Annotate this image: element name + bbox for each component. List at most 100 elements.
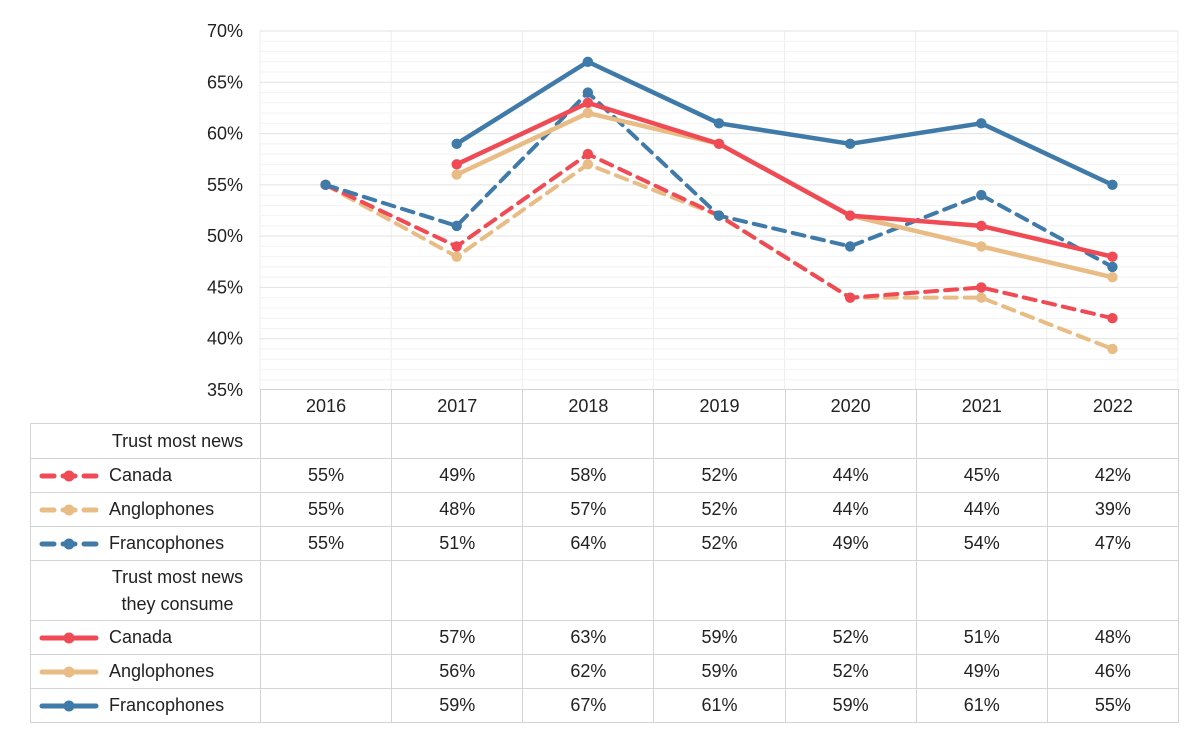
y-axis-tick-label: 55% bbox=[207, 175, 243, 195]
year-header-cell: 2020 bbox=[784, 389, 917, 424]
data-point-canada-trust-most-news-they-consume bbox=[582, 97, 594, 109]
value-cell: 49% bbox=[915, 654, 1048, 689]
data-point-anglophones-trust-most-news-they-consume bbox=[1107, 271, 1118, 283]
empty-cell bbox=[1046, 423, 1179, 459]
year-header-cell: 2019 bbox=[653, 389, 786, 424]
header-spacer-cell bbox=[31, 390, 261, 424]
legend-dashed-line-icon bbox=[39, 504, 99, 515]
series-legend-entry: Anglophones bbox=[32, 661, 260, 682]
y-axis-tick-label: 50% bbox=[207, 226, 243, 246]
value-cell: 59% bbox=[653, 654, 786, 689]
data-table: 2016 2017 2018 2019 2020 2021 2022 Trust most n… bbox=[30, 389, 1179, 723]
empty-cell bbox=[653, 560, 786, 621]
series-name-label: Canada bbox=[109, 465, 173, 485]
series-label-cell: Canada bbox=[30, 620, 261, 655]
series-name-label: Anglophones bbox=[109, 499, 215, 519]
value-cell: 52% bbox=[784, 654, 917, 689]
series-label-cell: Francophones bbox=[30, 526, 261, 561]
y-axis-tick-label: 35% bbox=[207, 380, 243, 400]
value-cell: 49% bbox=[391, 458, 524, 493]
value-cell: 61% bbox=[915, 688, 1048, 723]
data-point-canada-trust-most-news bbox=[1107, 313, 1118, 324]
value-cell: 51% bbox=[915, 620, 1048, 655]
value-cell: 49% bbox=[784, 526, 917, 561]
legend-solid-line-icon bbox=[39, 666, 99, 677]
data-point-francophones-trust-most-news-they-consume bbox=[976, 118, 987, 129]
value-cell: 61% bbox=[653, 688, 786, 723]
series-name-label: Francophones bbox=[109, 695, 225, 715]
year-header-cell: 2022 bbox=[1046, 389, 1179, 424]
value-cell: 47% bbox=[1046, 526, 1179, 561]
value-cell: 59% bbox=[784, 688, 917, 723]
value-cell: 62% bbox=[522, 654, 655, 689]
data-point-francophones-trust-most-news-they-consume bbox=[1107, 179, 1118, 191]
series-legend-entry: Canada bbox=[32, 627, 260, 648]
data-point-anglophones-trust-most-news bbox=[582, 159, 594, 170]
data-point-canada-trust-most-news bbox=[976, 282, 987, 293]
data-point-anglophones-trust-most-news-they-consume bbox=[451, 169, 462, 180]
series-legend-entry: Canada bbox=[32, 465, 260, 486]
y-axis-tick-label: 40% bbox=[207, 329, 243, 349]
data-point-francophones-trust-most-news bbox=[582, 87, 594, 98]
empty-cell bbox=[915, 423, 1048, 459]
empty-cell bbox=[784, 423, 917, 459]
legend-dashed-line-icon bbox=[39, 538, 99, 549]
y-axis-tick-label: 45% bbox=[207, 277, 243, 297]
empty-cell bbox=[259, 423, 393, 459]
year-header-cell: 2017 bbox=[391, 389, 524, 424]
value-cell: 55% bbox=[259, 526, 393, 561]
data-point-francophones-trust-most-news-they-consume bbox=[582, 56, 594, 67]
value-cell: 55% bbox=[259, 458, 393, 493]
year-header-cell: 2018 bbox=[522, 389, 655, 424]
value-cell: 51% bbox=[391, 526, 524, 561]
data-point-francophones-trust-most-news bbox=[844, 241, 856, 252]
trust-line-chart: 70% 65% 60% 55% 50% 45% 40% 35% bbox=[207, 21, 1179, 400]
data-point-francophones-trust-most-news bbox=[713, 210, 725, 221]
legend-dashed-line-icon bbox=[39, 470, 99, 481]
value-cell: 59% bbox=[391, 688, 524, 723]
value-cell: 42% bbox=[1046, 458, 1179, 493]
series-name-label: Canada bbox=[109, 627, 173, 647]
data-point-anglophones-trust-most-news-they-consume bbox=[582, 107, 594, 119]
data-point-canada-trust-most-news-they-consume bbox=[844, 210, 856, 221]
series-line-francophones-trust-most-news-they-consume bbox=[454, 59, 1115, 188]
value-cell: 44% bbox=[784, 458, 917, 493]
data-point-canada-trust-most-news-they-consume bbox=[713, 138, 725, 150]
data-point-canada-trust-most-news bbox=[582, 148, 594, 160]
data-point-francophones-trust-most-news-they-consume bbox=[451, 138, 462, 150]
data-point-francophones-trust-most-news bbox=[976, 189, 987, 201]
section-header-cell: Trust most news bbox=[30, 423, 261, 459]
value-cell: 44% bbox=[915, 492, 1048, 527]
data-point-francophones-trust-most-news bbox=[451, 220, 462, 232]
legend-solid-line-icon bbox=[39, 632, 99, 643]
series-label-cell: Anglophones bbox=[30, 492, 261, 527]
value-cell: 48% bbox=[1046, 620, 1179, 655]
series-label-cell: Francophones bbox=[30, 688, 261, 723]
value-cell: 52% bbox=[653, 458, 786, 493]
empty-cell bbox=[391, 560, 524, 621]
series-label-cell: Canada bbox=[30, 458, 261, 493]
series-legend-entry: Francophones bbox=[32, 695, 260, 716]
data-point-canada-trust-most-news-they-consume bbox=[451, 159, 462, 170]
value-cell: 64% bbox=[522, 526, 655, 561]
empty-cell bbox=[1046, 560, 1179, 621]
data-point-anglophones-trust-most-news-they-consume bbox=[976, 241, 987, 252]
data-point-francophones-trust-most-news-they-consume bbox=[713, 118, 725, 129]
value-cell bbox=[259, 654, 393, 689]
empty-cell bbox=[522, 423, 655, 459]
value-cell: 58% bbox=[522, 458, 655, 493]
data-table-container: 2016 2017 2018 2019 2020 2021 2022 Trust most n… bbox=[30, 389, 1179, 723]
value-cell: 57% bbox=[522, 492, 655, 527]
value-cell: 39% bbox=[1046, 492, 1179, 527]
empty-cell bbox=[784, 560, 917, 621]
y-axis-tick-label: 70% bbox=[207, 21, 243, 41]
empty-cell bbox=[259, 560, 393, 621]
value-cell: 55% bbox=[259, 492, 393, 527]
data-point-anglophones-trust-most-news bbox=[1107, 343, 1118, 355]
value-cell: 56% bbox=[391, 654, 524, 689]
value-cell: 52% bbox=[653, 492, 786, 527]
data-point-canada-trust-most-news-they-consume bbox=[1107, 251, 1118, 262]
value-cell: 44% bbox=[784, 492, 917, 527]
value-cell: 57% bbox=[391, 620, 524, 655]
value-cell: 45% bbox=[915, 458, 1048, 493]
